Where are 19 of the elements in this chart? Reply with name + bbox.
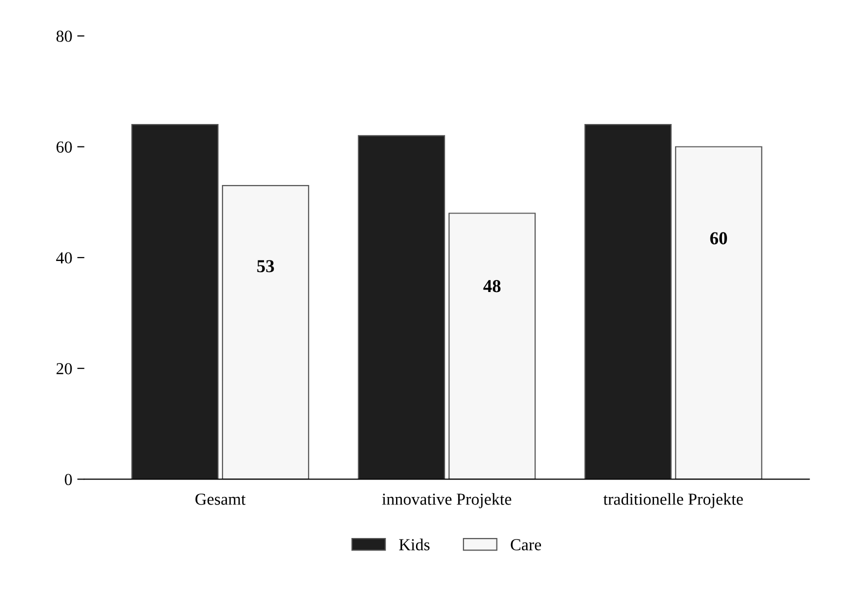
bar	[584, 124, 672, 480]
bar	[358, 135, 446, 480]
y-tick-label: 80	[56, 30, 72, 42]
bar	[448, 212, 536, 480]
y-tick-label: 60	[56, 141, 72, 153]
bar	[131, 124, 219, 480]
legend-label: Kids	[399, 538, 430, 550]
y-tick-label: 40	[56, 252, 72, 264]
bar	[222, 184, 310, 480]
y-tick-label: 0	[64, 474, 72, 486]
data-label: 53	[257, 260, 274, 272]
bar	[675, 146, 762, 480]
y-tick-label: 20	[56, 363, 72, 374]
legend-label: Care	[510, 539, 542, 550]
data-label: 60	[710, 232, 727, 244]
x-tick-label: Gesamt	[195, 494, 246, 505]
data-label: 48	[483, 280, 501, 292]
x-tick-label: innovative Projekte	[382, 493, 512, 508]
x-tick-label: traditionelle Projekte	[603, 493, 743, 508]
